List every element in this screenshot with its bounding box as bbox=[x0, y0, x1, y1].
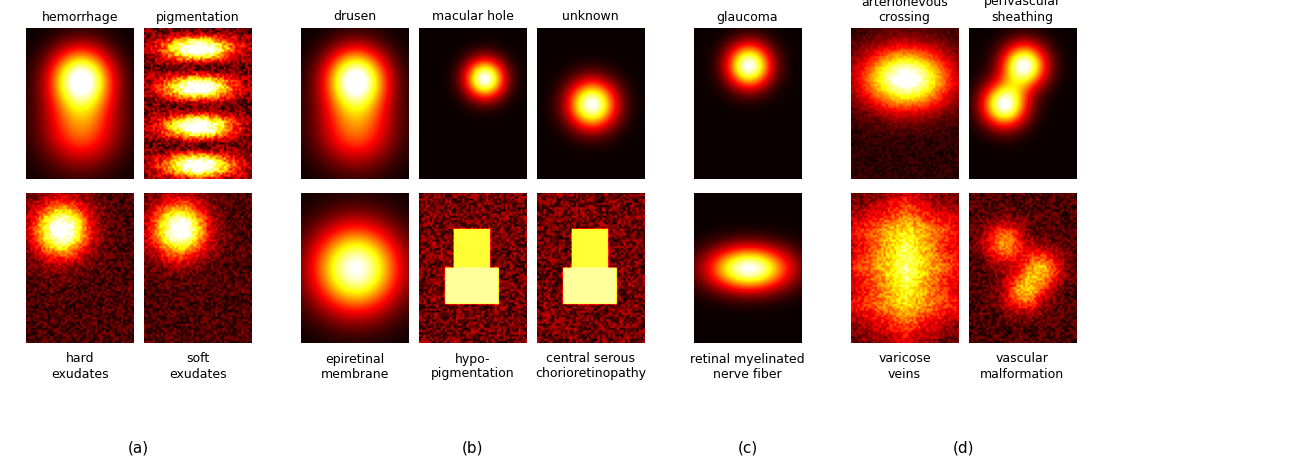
Text: macular hole: macular hole bbox=[432, 10, 513, 24]
Text: unknown: unknown bbox=[562, 10, 619, 24]
Text: vascular
malformation: vascular malformation bbox=[980, 352, 1064, 381]
Text: (b): (b) bbox=[462, 441, 483, 456]
Text: central serous
chorioretinopathy: central serous chorioretinopathy bbox=[535, 352, 645, 381]
Text: epiretinal
membrane: epiretinal membrane bbox=[321, 352, 389, 381]
Text: soft
exudates: soft exudates bbox=[169, 352, 226, 381]
Text: hard
exudates: hard exudates bbox=[51, 352, 109, 381]
Text: drusen: drusen bbox=[334, 10, 376, 24]
Text: (c): (c) bbox=[737, 441, 758, 456]
Text: retinal myelinated
nerve fiber: retinal myelinated nerve fiber bbox=[690, 352, 805, 381]
Text: hemorrhage: hemorrhage bbox=[42, 10, 118, 24]
Text: arterionevous
crossing: arterionevous crossing bbox=[861, 0, 948, 24]
Text: pigmentation: pigmentation bbox=[156, 10, 240, 24]
Text: (a): (a) bbox=[128, 441, 149, 456]
Text: hypo-
pigmentation: hypo- pigmentation bbox=[431, 352, 514, 381]
Text: glaucoma: glaucoma bbox=[716, 10, 779, 24]
Text: perivascular
sheathing: perivascular sheathing bbox=[984, 0, 1060, 24]
Text: varicose
veins: varicose veins bbox=[878, 352, 931, 381]
Text: (d): (d) bbox=[953, 441, 974, 456]
